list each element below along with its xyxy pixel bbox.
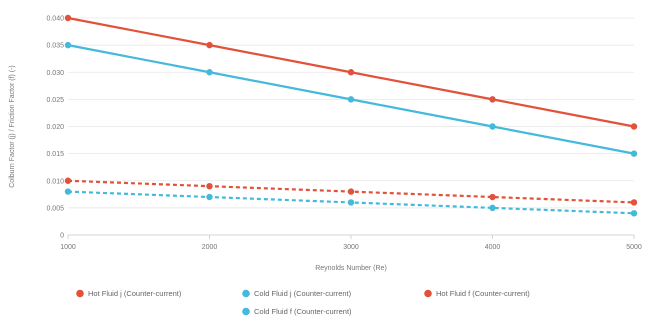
y-tick-label: 0.020 [46,124,64,131]
data-point [206,182,213,190]
legend-marker [76,289,84,298]
x-tick-label: 1000 [60,244,76,251]
x-tick-label: 3000 [343,244,359,251]
data-point [489,123,496,130]
x-tick-label: 4000 [485,244,501,251]
data-point [64,177,72,184]
y-tick-label: 0.030 [46,70,64,77]
legend-marker [242,307,250,316]
data-point [347,96,355,103]
legend-label: Cold Fluid f (Counter-current) [254,307,352,316]
axis-layer: 0 0.005 0.010 0.015 0.020 0.025 0.030 0.035 0.04… [46,16,641,252]
y-axis-title: Colburn Factor (j) / Friction Factor (f)… [9,65,16,188]
y-tick-label: 0.025 [46,97,64,104]
y-tick-label: 0.035 [46,43,64,50]
data-point [489,96,496,103]
y-tick-label: 0.005 [46,205,64,212]
data-point [64,41,72,49]
series-layer [64,14,638,217]
data-point [347,188,355,195]
y-tick-label: 0.015 [46,151,64,158]
data-point [630,150,638,157]
x-tick-label: 5000 [626,244,642,251]
y-tick-label: 0 [60,233,64,240]
data-point [630,123,638,130]
y-tick-label: 0.040 [46,16,64,23]
x-axis-title: Reynolds Number (Re) [315,265,387,272]
data-point [64,14,72,22]
data-point [64,188,72,195]
data-point [206,41,213,49]
legend-label: Hot Fluid f (Counter-current) [436,289,530,298]
legend-marker [242,289,250,298]
data-point [630,199,638,206]
data-point [347,69,355,76]
data-point [347,199,355,206]
data-point [206,69,213,76]
data-point [489,193,496,201]
x-tick-label: 2000 [202,244,218,251]
legend-label: Hot Fluid j (Counter-current) [88,289,182,298]
y-tick-label: 0.010 [46,178,64,185]
data-point [630,210,638,217]
legend: Hot Fluid j (Counter-current) Cold Fluid … [76,289,530,316]
legend-marker [424,289,432,298]
data-point [489,204,496,212]
legend-label: Cold Fluid j (Counter-current) [254,289,352,298]
data-point [206,193,213,201]
